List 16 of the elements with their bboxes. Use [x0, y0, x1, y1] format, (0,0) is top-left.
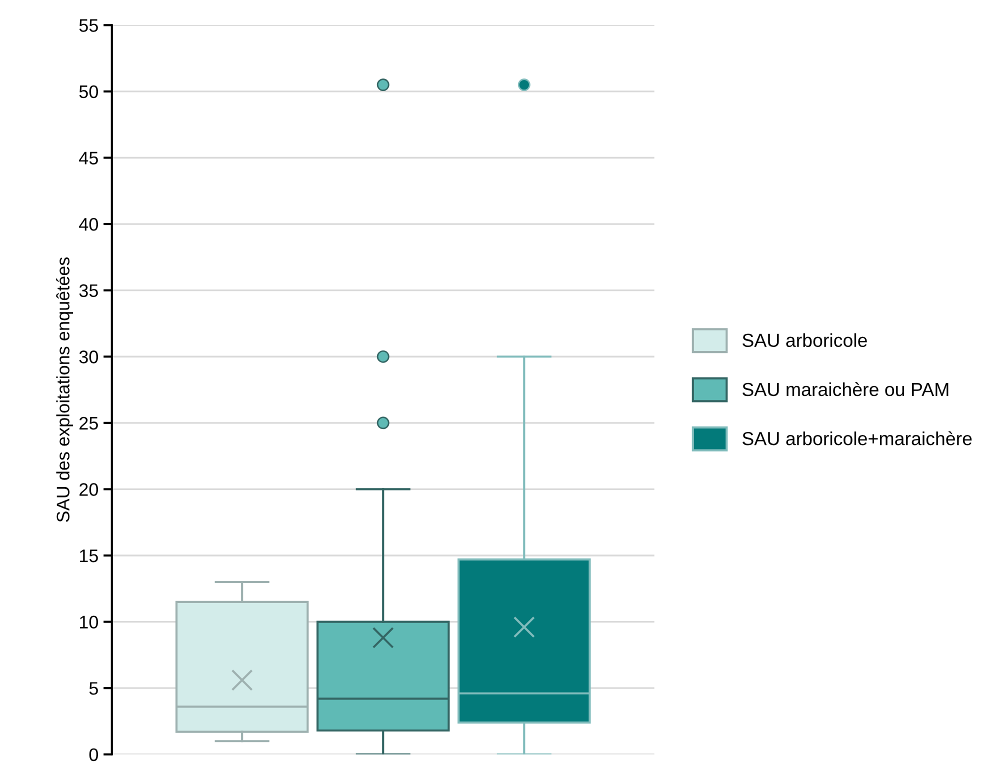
legend-label: SAU arboricole+maraichère: [742, 431, 972, 446]
legend-label: SAU arboricole: [742, 333, 867, 348]
y-tick-label: 45: [79, 152, 98, 164]
y-tick-label: 10: [80, 616, 98, 629]
y-tick-label: 40: [79, 218, 98, 231]
y-tick-label: 35: [79, 284, 98, 298]
y-tick-label: 15: [80, 550, 98, 562]
y-tick-label: 25: [80, 416, 98, 430]
y-tick-label: 0: [89, 748, 98, 762]
y-axis-title: SAU des exploitations enquêtées: [56, 257, 74, 522]
y-tick-label: 30: [79, 350, 98, 364]
y-tick-label: 20: [80, 483, 98, 496]
y-tick-label: 5: [89, 682, 98, 695]
legend-label: SAU maraichère ou PAM: [742, 382, 948, 396]
y-tick-label: 55: [79, 19, 98, 32]
y-tick-label: 50: [79, 85, 98, 98]
